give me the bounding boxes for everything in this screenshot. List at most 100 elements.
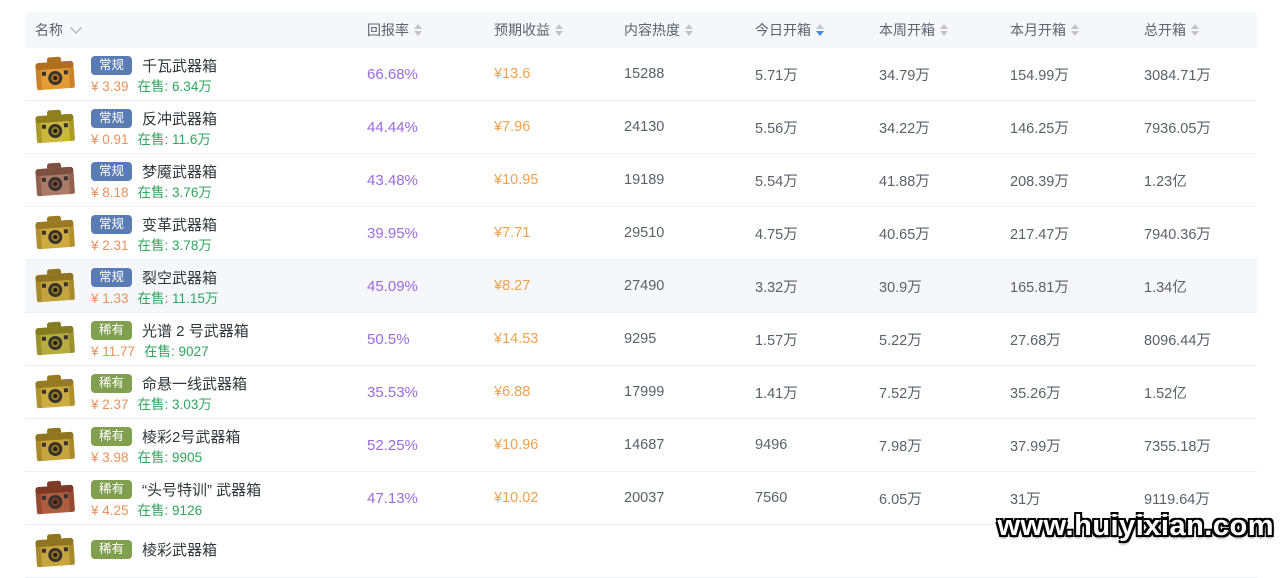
today-opens-cell: 5.54万 [755,173,798,190]
case-stock: 在售: 9905 [137,449,203,465]
cases-table: 名称 回报率 预期收益 内容热度 今日开箱 本周开箱 本月开箱 总开箱 常规 千瓦武器箱 ¥ 3.… [25,12,1257,578]
column-header-3[interactable]: 内容热度 [612,12,743,48]
expected-profit-cell: ¥10.95 [494,172,539,188]
return-rate-cell: 44.44% [367,118,418,136]
total-opens-cell: 7940.36万 [1144,226,1211,243]
week-opens-cell: 41.88万 [879,173,930,190]
table-row[interactable]: 常规 变革武器箱 ¥ 2.31 在售: 3.78万 39.95% ¥7.71 29510 4.… [25,207,1257,260]
return-rate-cell: 43.48% [367,171,418,189]
table-row[interactable]: 常规 梦魇武器箱 ¥ 8.18 在售: 3.76万 43.48% ¥10.95 19189 5… [25,154,1257,207]
case-price: ¥ 0.91 [91,131,129,147]
case-name[interactable]: 变革武器箱 [142,216,218,234]
table-row[interactable]: 常规 反冲武器箱 ¥ 0.91 在售: 11.6万 44.44% ¥7.96 24130 5.… [25,101,1257,154]
case-info: 常规 裂空武器箱 ¥ 1.33 在售: 11.15万 [91,267,218,306]
column-header-6[interactable]: 本月开箱 [998,12,1132,48]
rarity-badge: 常规 [91,55,133,75]
column-header-2[interactable]: 预期收益 [482,12,612,48]
column-header-5[interactable]: 本周开箱 [867,12,998,48]
sort-icon[interactable] [414,24,422,36]
column-header-name[interactable]: 名称 [25,12,355,48]
sort-asc-icon [1071,24,1079,29]
rarity-badge: 常规 [91,161,133,181]
sort-icon[interactable] [685,24,693,36]
return-rate-cell: 50.5% [367,330,410,348]
case-name[interactable]: “头号特训” 武器箱 [142,481,262,499]
case-info: 稀有 命悬一线武器箱 ¥ 2.37 在售: 3.03万 [91,373,247,412]
case-name-cell: 常规 反冲武器箱 ¥ 0.91 在售: 11.6万 [25,108,355,147]
watermark: www.huiyixian.com [997,510,1274,542]
case-icon [32,267,79,306]
total-opens-cell: 7355.18万 [1144,438,1211,455]
sort-desc-icon [940,31,948,36]
return-rate-cell: 47.13% [367,489,418,507]
case-name[interactable]: 棱彩武器箱 [142,542,218,559]
case-icon [32,320,79,359]
case-name[interactable]: 千瓦武器箱 [142,57,218,75]
return-rate-cell: 52.25% [367,436,418,454]
content-heat-cell: 24130 [624,119,665,135]
week-opens-cell: 5.22万 [879,332,922,349]
sort-icon[interactable] [1191,24,1199,36]
sort-asc-icon [685,24,693,29]
return-rate-cell: 66.68% [367,65,418,83]
table-row[interactable]: 常规 裂空武器箱 ¥ 1.33 在售: 11.15万 45.09% ¥8.27 27490 3… [25,260,1257,313]
case-icon [32,426,79,465]
content-heat-cell: 17999 [624,384,665,400]
total-opens-cell: 1.34亿 [1144,279,1187,296]
week-opens-cell: 7.98万 [879,438,922,455]
table-header: 名称 回报率 预期收益 内容热度 今日开箱 本周开箱 本月开箱 总开箱 [25,12,1257,48]
case-name[interactable]: 梦魇武器箱 [142,163,218,181]
table-row[interactable]: 稀有 “头号特训” 武器箱 ¥ 4.25 在售: 9126 47.13% ¥10.02 20… [25,472,1257,525]
case-price: ¥ 8.18 [91,184,129,200]
case-name[interactable]: 棱彩2号武器箱 [142,428,241,446]
case-price: ¥ 3.39 [91,78,129,94]
case-name[interactable]: 裂空武器箱 [142,269,218,287]
sort-asc-icon [414,24,422,29]
case-stock: 在售: 3.78万 [137,237,212,253]
week-opens-cell: 40.65万 [879,226,930,243]
week-opens-cell: 34.79万 [879,67,930,84]
sort-icon[interactable] [555,24,563,36]
expected-profit-cell: ¥6.88 [494,384,531,400]
content-heat-cell: 27490 [624,278,665,294]
today-opens-cell: 5.71万 [755,67,798,84]
sort-icon[interactable] [1071,24,1079,36]
case-name[interactable]: 命悬一线武器箱 [142,375,248,393]
table-row[interactable]: 稀有 命悬一线武器箱 ¥ 2.37 在售: 3.03万 35.53% ¥6.88 17999… [25,366,1257,419]
sort-desc-icon [555,31,563,36]
case-name[interactable]: 反冲武器箱 [142,110,218,128]
column-header-4[interactable]: 今日开箱 [743,12,867,48]
total-opens-cell: 7936.05万 [1144,120,1211,137]
column-header-1[interactable]: 回报率 [355,12,482,48]
total-opens-cell: 1.52亿 [1144,385,1187,402]
content-heat-cell: 15288 [624,66,665,82]
case-price: ¥ 2.31 [91,237,129,253]
case-price: ¥ 4.25 [91,502,129,518]
case-name-cell: 常规 变革武器箱 ¥ 2.31 在售: 3.78万 [25,214,355,253]
expected-profit-cell: ¥7.71 [494,225,531,241]
expected-profit-cell: ¥14.53 [494,331,539,347]
column-header-7[interactable]: 总开箱 [1132,12,1257,48]
sort-asc-icon [816,24,824,29]
sort-icon[interactable] [940,24,948,36]
sort-icon[interactable] [816,24,824,36]
rarity-badge: 稀有 [91,540,133,559]
sort-desc-icon [1191,31,1199,36]
sort-desc-icon [414,31,422,36]
case-title-line: 稀有 “头号特训” 武器箱 [91,479,261,500]
table-row[interactable]: 稀有 光谱 2 号武器箱 ¥ 11.77 在售: 9027 50.5% ¥14.53 929… [25,313,1257,366]
content-heat-cell: 14687 [624,437,665,453]
case-name[interactable]: 光谱 2 号武器箱 [142,322,249,340]
case-stock: 在售: 9126 [137,502,203,518]
case-meta-line: ¥ 2.37 在售: 3.03万 [91,397,247,412]
case-stock: 在售: 11.15万 [137,290,219,306]
sort-desc-icon [685,31,693,36]
case-name-cell: 常规 千瓦武器箱 ¥ 3.39 在售: 6.34万 [25,55,355,94]
rarity-badge: 稀有 [91,373,133,393]
table-row[interactable]: 常规 千瓦武器箱 ¥ 3.39 在售: 6.34万 66.68% ¥13.6 15288 5.… [25,48,1257,101]
month-opens-cell: 165.81万 [1010,279,1069,296]
expected-profit-cell: ¥13.6 [494,66,531,82]
chevron-down-icon[interactable] [70,21,82,34]
table-row[interactable]: 稀有 棱彩2号武器箱 ¥ 3.98 在售: 9905 52.25% ¥10.96 14687… [25,419,1257,472]
case-meta-line: ¥ 2.31 在售: 3.78万 [91,238,217,253]
